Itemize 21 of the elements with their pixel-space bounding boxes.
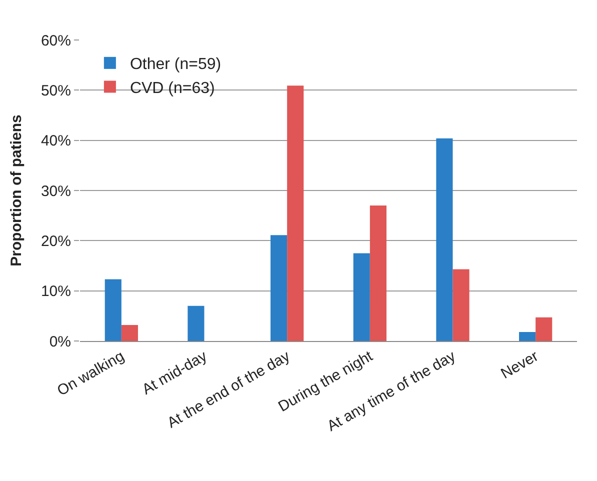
bar (353, 253, 370, 341)
y-axis-title: Proportion of patiens (8, 114, 26, 266)
bar (270, 235, 288, 341)
y-tick-label: 40% (40, 132, 71, 150)
bar (519, 332, 536, 341)
y-tick-label: 0% (49, 333, 71, 350)
legend-label: CVD (n=63) (130, 80, 215, 97)
y-tick-label: 50% (40, 82, 71, 100)
bar (287, 86, 304, 341)
bar (188, 306, 204, 341)
bar (536, 317, 552, 341)
legend-label: Other (n=59) (130, 56, 222, 74)
y-tick-label: 10% (40, 283, 71, 300)
bar (452, 269, 470, 341)
bar (370, 206, 386, 341)
y-tick-label: 30% (40, 182, 71, 200)
bar (104, 279, 122, 341)
y-tick-label: 20% (40, 232, 71, 250)
bar (121, 324, 138, 341)
bar (436, 138, 453, 341)
y-tick-label: 60% (40, 32, 71, 50)
